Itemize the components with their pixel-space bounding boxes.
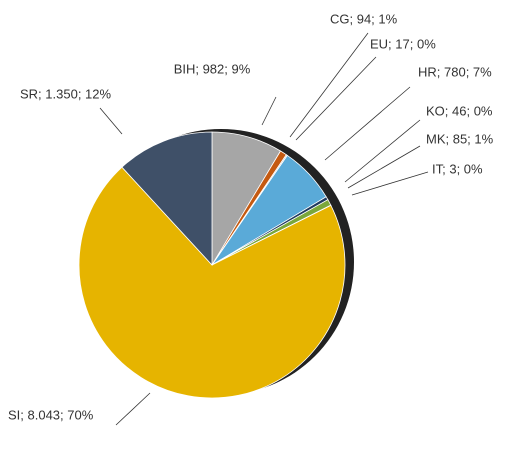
data-label: SR; 1.350; 12% bbox=[20, 86, 111, 101]
leader-line bbox=[351, 171, 429, 196]
data-label: MK; 85; 1% bbox=[426, 131, 494, 146]
data-label: SI; 8.043; 70% bbox=[8, 407, 94, 422]
pie-slice bbox=[121, 131, 213, 267]
leader-line bbox=[295, 56, 377, 141]
data-label: HR; 780; 7% bbox=[418, 64, 492, 79]
data-label: KO; 46; 0% bbox=[426, 103, 493, 118]
leader-line bbox=[261, 96, 277, 126]
pie-slice bbox=[78, 166, 346, 399]
data-label: BIH; 982; 9% bbox=[174, 61, 251, 76]
data-label: IT; 3; 0% bbox=[432, 161, 483, 176]
leader-line bbox=[99, 107, 123, 135]
leader-line bbox=[347, 145, 421, 189]
leader-line bbox=[344, 119, 421, 183]
data-label: EU; 17; 0% bbox=[370, 36, 436, 51]
data-label: CG; 94; 1% bbox=[330, 11, 398, 26]
leader-line bbox=[289, 32, 369, 138]
leader-line bbox=[324, 86, 411, 161]
leader-line bbox=[115, 392, 151, 426]
